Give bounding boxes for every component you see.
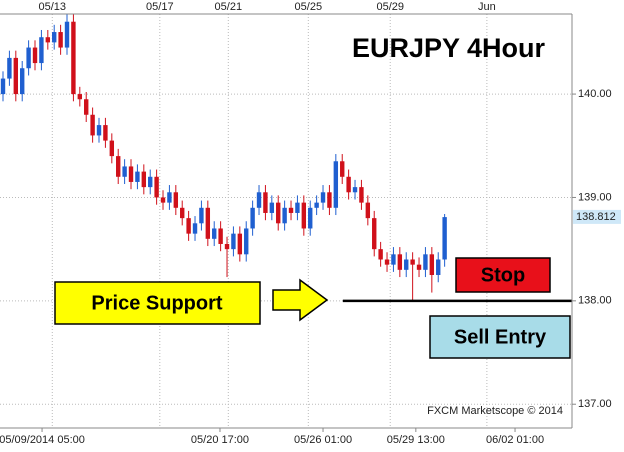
candle-body xyxy=(212,228,217,239)
candle-body xyxy=(84,99,89,115)
candle-body xyxy=(122,166,127,177)
y-tick-label: 138.00 xyxy=(578,295,612,307)
candle-body xyxy=(269,202,275,213)
candle-body xyxy=(288,207,294,213)
candle-body xyxy=(224,243,230,250)
candle-body xyxy=(436,259,441,275)
candle-body xyxy=(20,68,25,95)
candle-body xyxy=(416,264,422,270)
last-price-box xyxy=(573,209,621,224)
candle-body xyxy=(186,218,191,234)
candle-body xyxy=(308,207,313,229)
candle-body xyxy=(90,114,95,136)
x-tick-label: 05/26 01:00 xyxy=(294,434,352,446)
candle-body xyxy=(320,192,326,203)
candle-body xyxy=(167,192,172,203)
top-tick-label: 05/25 xyxy=(295,1,323,13)
candle-body xyxy=(205,207,211,239)
candle-body xyxy=(26,47,31,69)
top-tick-label: 05/29 xyxy=(376,1,404,13)
x-tick-label: 05/20 17:00 xyxy=(191,434,249,446)
candle-body xyxy=(141,171,147,188)
candle-body xyxy=(237,233,243,255)
candle-body xyxy=(109,140,115,157)
candle-body xyxy=(218,228,223,244)
candle-body xyxy=(160,197,166,203)
candle-body xyxy=(327,192,332,208)
x-tick-label: 05/29 13:00 xyxy=(387,434,445,446)
candle-body xyxy=(135,171,140,182)
candle-body xyxy=(0,78,6,95)
candle-body xyxy=(404,259,409,270)
candle-body xyxy=(103,125,108,141)
candle-body xyxy=(423,254,428,270)
chart-title: EURJPY 4Hour xyxy=(352,33,546,63)
candle-body xyxy=(244,228,249,255)
candle-body xyxy=(128,166,134,182)
stop-label: Stop xyxy=(481,264,525,286)
y-tick-label: 139.00 xyxy=(578,191,612,203)
candle-body xyxy=(276,202,281,224)
candle-body xyxy=(378,249,383,260)
candle-body xyxy=(256,192,262,208)
x-tick-label: 06/02 01:00 xyxy=(486,434,544,446)
top-tick-label: Jun xyxy=(478,1,496,13)
candle-body xyxy=(45,37,51,43)
support-box xyxy=(54,281,261,325)
candle-body xyxy=(116,156,121,177)
candle-body xyxy=(64,21,70,48)
entry-box xyxy=(429,315,571,359)
candle-body xyxy=(346,176,351,193)
candle-body xyxy=(250,207,255,229)
candle-body xyxy=(231,233,236,250)
candle-body xyxy=(384,259,390,265)
candle-body xyxy=(148,176,153,188)
stop-box xyxy=(455,257,551,293)
candle-body xyxy=(359,187,364,203)
candle-body xyxy=(71,21,76,95)
candles xyxy=(0,14,572,303)
candle-body xyxy=(58,32,63,48)
top-tick-label: 05/13 xyxy=(39,1,67,13)
candle-body xyxy=(410,259,415,265)
last-price-label: 138.812 xyxy=(576,211,616,223)
candle-body xyxy=(154,176,159,198)
credit: FXCM Marketscope © 2014 xyxy=(427,405,563,417)
candle-body xyxy=(263,192,268,213)
candle-body xyxy=(442,217,447,260)
candle-body xyxy=(352,187,358,193)
top-tick-label: 05/21 xyxy=(215,1,243,13)
candle-body xyxy=(199,207,204,224)
candle-body xyxy=(295,202,300,213)
y-tick-label: 137.00 xyxy=(578,398,612,410)
candle-body xyxy=(365,202,371,219)
candle-body xyxy=(282,207,287,224)
candle-body xyxy=(301,202,307,229)
support-label: Price Support xyxy=(91,292,222,314)
entry-label: Sell Entry xyxy=(454,326,547,348)
arrow xyxy=(272,278,329,322)
y-tick-label: 140.00 xyxy=(578,88,612,100)
top-tick-label: 05/17 xyxy=(146,1,174,13)
candle-body xyxy=(340,161,345,177)
candle-body xyxy=(397,254,403,270)
candle-body xyxy=(192,223,198,234)
candle-body xyxy=(180,207,185,219)
candle-body xyxy=(7,57,12,79)
axes: 137.00 138.00 139.00 140.00 05/13 05/17 05/21 0… xyxy=(0,1,621,446)
candle-body xyxy=(77,94,83,100)
candle-body xyxy=(429,254,435,275)
candle-body xyxy=(372,218,377,250)
x-tick-label: 05/09/2014 05:00 xyxy=(0,434,85,446)
candle-body xyxy=(13,57,19,95)
candle-body xyxy=(32,47,38,64)
candle-body xyxy=(173,192,179,208)
candle-body xyxy=(333,161,339,208)
candle-body xyxy=(96,125,102,136)
candle-body xyxy=(52,32,57,43)
candle-body xyxy=(391,254,396,265)
candle-body xyxy=(314,202,319,208)
candle-body xyxy=(39,37,44,64)
